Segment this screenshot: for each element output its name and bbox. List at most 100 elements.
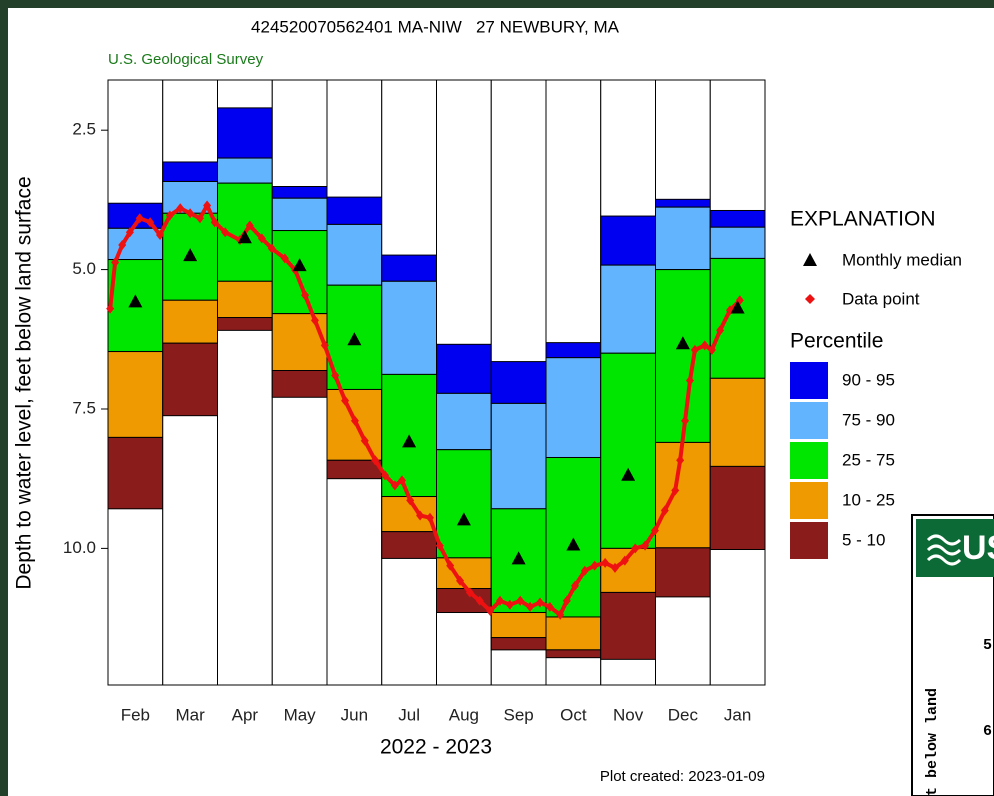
median-marker	[402, 434, 417, 448]
x-tick-label: Jul	[398, 705, 420, 724]
data-point	[562, 595, 571, 606]
x-tick-label: Dec	[668, 705, 699, 724]
data-point	[716, 325, 725, 336]
data-point	[425, 512, 434, 523]
percentile-band	[709, 377, 766, 467]
percentile-band	[655, 547, 711, 598]
data-point	[280, 253, 289, 264]
data-point	[416, 510, 425, 521]
percentile-band	[490, 612, 547, 639]
percentile-band	[381, 280, 437, 375]
data-point	[580, 565, 589, 576]
percentile-band	[490, 402, 547, 510]
percentile-band	[326, 196, 383, 225]
data-point	[310, 315, 319, 326]
data-point	[505, 599, 514, 610]
x-tick-label: Feb	[121, 705, 150, 724]
x-tick-label: Mar	[175, 705, 205, 724]
x-tick-label: Aug	[449, 705, 479, 724]
percentile-band	[709, 226, 766, 259]
x-tick-label: May	[284, 705, 317, 724]
y-tick-label: 5.0	[72, 259, 96, 278]
data-point	[631, 543, 640, 554]
median-marker	[621, 467, 636, 481]
data-point	[690, 344, 699, 355]
percentile-band	[162, 299, 218, 344]
data-point	[381, 470, 390, 481]
subtitle: U.S. Geological Survey	[108, 51, 264, 68]
percentile-band	[217, 317, 273, 331]
percentile-band	[545, 456, 602, 618]
other-panel: US 5 6 t below land	[911, 514, 994, 796]
data-point	[341, 395, 350, 406]
median-marker	[347, 332, 362, 346]
percentile-band	[600, 264, 656, 354]
median-marker	[675, 336, 690, 350]
y-tick-label: 10.0	[63, 538, 96, 557]
median-marker	[292, 258, 307, 272]
other-tick-label: 5	[983, 637, 992, 654]
data-point	[203, 200, 212, 211]
percentile-band	[217, 107, 273, 159]
percentile-band	[655, 269, 711, 443]
data-point	[496, 595, 505, 606]
legend-label: 25 - 75	[842, 450, 895, 469]
logo-text: US	[962, 529, 994, 567]
percentile-band	[162, 161, 218, 182]
percentile-band	[381, 254, 437, 282]
percentile-band	[217, 157, 273, 184]
data-point	[676, 455, 685, 466]
percentile-band	[709, 465, 766, 551]
data-point	[156, 230, 165, 241]
data-point	[135, 213, 144, 224]
data-point	[118, 240, 127, 251]
legend-label: 90 - 95	[842, 370, 895, 389]
data-point	[320, 340, 329, 351]
data-point	[700, 340, 709, 351]
data-point	[610, 562, 619, 573]
data-point	[360, 435, 369, 446]
data-point	[390, 480, 399, 491]
logo-waves	[926, 534, 962, 566]
legend-swatch	[790, 402, 828, 439]
median-marker	[730, 300, 745, 314]
percentile-band	[490, 361, 547, 404]
y-tick-label: 2.5	[72, 120, 96, 139]
percentile-band	[545, 342, 602, 359]
percentile-band	[271, 370, 328, 398]
x-tick-label: Apr	[232, 705, 259, 724]
percentile-band	[545, 616, 602, 651]
percentile-band	[217, 280, 273, 319]
percentile-band	[326, 223, 383, 286]
data-point	[446, 560, 455, 571]
data-point	[475, 595, 484, 606]
data-point	[601, 557, 610, 568]
median-marker	[566, 537, 581, 551]
x-tick-label: Oct	[560, 705, 587, 724]
percentile-band	[381, 531, 437, 559]
percentile-band	[655, 441, 711, 549]
percentile-band	[490, 637, 547, 651]
median-marker	[183, 248, 198, 262]
percentile-band	[271, 197, 328, 232]
x-tick-label: Jun	[341, 705, 368, 724]
percentile-band	[436, 392, 492, 451]
percentile-band	[271, 186, 328, 199]
percentile-band	[709, 257, 766, 379]
data-point	[526, 601, 535, 612]
data-point	[186, 208, 195, 219]
plot-frame	[107, 79, 766, 686]
percentile-band	[600, 215, 656, 266]
data-point	[671, 485, 680, 496]
data-point	[641, 540, 650, 551]
legend-swatch	[790, 482, 828, 519]
data-point	[165, 210, 174, 221]
x-axis-label: 2022 - 2023	[380, 736, 492, 759]
percentile-band	[600, 352, 656, 549]
data-point	[685, 375, 694, 386]
data-point	[221, 227, 230, 238]
x-tick-label: Sep	[504, 705, 534, 724]
data-point	[350, 415, 359, 426]
data-point	[331, 370, 340, 381]
